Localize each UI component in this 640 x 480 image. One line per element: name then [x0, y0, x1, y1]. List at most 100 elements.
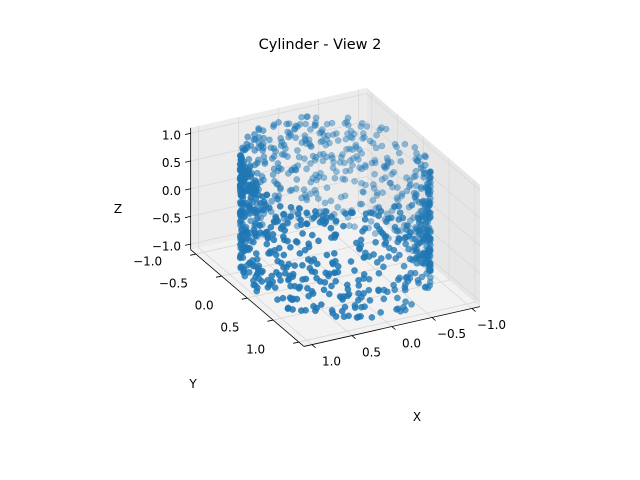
- scatter-point: [379, 189, 386, 196]
- scatter-point: [310, 214, 318, 221]
- scatter-point: [373, 222, 381, 230]
- scatter-point: [307, 142, 314, 150]
- scatter-point: [277, 277, 284, 284]
- scatter-point: [411, 193, 419, 201]
- scatter-point: [294, 147, 301, 154]
- scatter-point: [311, 122, 319, 129]
- scatter-point: [410, 173, 418, 181]
- scatter-point: [385, 244, 393, 252]
- scatter-point: [258, 278, 266, 285]
- scatter-point: [330, 250, 338, 257]
- scatter-point: [323, 136, 330, 143]
- scatter-point: [344, 114, 352, 122]
- scatter-point: [386, 179, 394, 187]
- y-tick-mark: [241, 297, 248, 300]
- scatter-point: [325, 290, 333, 298]
- scatter-point: [336, 159, 344, 166]
- scatter-point: [396, 209, 404, 216]
- z-tick-label: 0.0: [162, 184, 181, 198]
- scatter-point: [368, 314, 376, 321]
- scatter-point: [398, 190, 406, 198]
- scatter-point: [342, 135, 350, 143]
- scatter-point: [269, 171, 277, 178]
- scatter-point: [371, 170, 378, 178]
- scatter-point: [377, 255, 385, 262]
- y-tick-label: 1.0: [246, 343, 265, 357]
- scatter-point: [355, 289, 362, 297]
- z-tick-mark: [184, 216, 191, 219]
- scatter-point: [349, 146, 356, 153]
- scatter-point: [359, 135, 367, 142]
- z-tick-mark: [184, 243, 191, 246]
- y-tick-mark: [215, 275, 222, 278]
- scatter-point: [373, 131, 380, 139]
- scatter-point: [250, 136, 257, 143]
- scatter-point: [320, 150, 327, 158]
- scatter-point: [412, 168, 420, 175]
- scatter-point: [301, 191, 309, 199]
- scatter-point: [405, 245, 412, 253]
- scatter-point: [246, 245, 254, 252]
- scatter-point: [373, 189, 381, 196]
- scatter-point: [295, 205, 303, 212]
- scatter-point: [382, 125, 390, 133]
- scatter-point: [375, 269, 383, 277]
- scatter-point: [239, 144, 246, 152]
- scatter-point: [378, 176, 386, 183]
- scatter-point: [305, 240, 312, 247]
- scatter-point: [339, 151, 346, 158]
- x-tick-mark: [431, 317, 436, 321]
- scatter-point: [358, 165, 366, 173]
- scatter-point: [267, 144, 275, 151]
- scatter-point: [370, 181, 377, 188]
- scatter-point: [423, 243, 431, 251]
- scatter-point: [312, 171, 320, 179]
- scatter-point: [307, 178, 315, 186]
- x-tick-label: −0.5: [437, 327, 466, 341]
- scatter-point: [362, 210, 370, 217]
- scatter-point: [353, 314, 361, 321]
- scatter-point: [256, 221, 263, 229]
- scatter-point: [303, 209, 311, 217]
- scatter-point: [278, 151, 286, 158]
- scatter-point: [426, 174, 434, 182]
- scatter-point: [311, 156, 319, 164]
- scatter-point: [372, 144, 380, 152]
- scatter-point: [337, 154, 345, 161]
- scatter-point: [274, 160, 282, 167]
- scatter-point: [284, 237, 291, 245]
- gridline-y-floor: [298, 301, 475, 343]
- scatter-point: [346, 145, 353, 153]
- scatter-point: [346, 157, 354, 164]
- scatter-point: [388, 170, 396, 178]
- scatter-point: [356, 200, 364, 208]
- scatter-point: [266, 136, 273, 144]
- scatter-point: [275, 271, 283, 279]
- gridline-z-wall-y: [190, 93, 367, 134]
- scatter-point: [370, 184, 378, 192]
- scatter-point: [280, 251, 288, 259]
- x-tick-label: 0.0: [402, 336, 421, 350]
- scatter-point: [362, 163, 369, 171]
- tick-marks: [184, 132, 476, 349]
- scatter-point: [312, 153, 320, 161]
- scatter-point: [406, 177, 414, 184]
- scatter-point: [414, 277, 422, 284]
- tick-labels: −1.0 −0.5 0.0 0.5 1.0 −1.0 −0.5 0.0 0.5 1.0 −1.0 −0…: [133, 129, 506, 369]
- scatter-point: [308, 231, 316, 239]
- scatter-point: [301, 135, 309, 143]
- scatter-point: [329, 164, 337, 172]
- x-tick-label: −1.0: [477, 318, 506, 332]
- scatter-point: [395, 149, 403, 157]
- scatter-point: [308, 287, 316, 295]
- scatter-point: [358, 179, 365, 187]
- scatter-point: [301, 246, 309, 254]
- scatter-point: [346, 167, 354, 174]
- scatter-point: [302, 194, 310, 201]
- scatter-point: [239, 254, 247, 262]
- scatter-point: [394, 238, 402, 246]
- scatter-point: [421, 284, 429, 291]
- scatter-point: [351, 223, 358, 230]
- scatter-point: [402, 274, 410, 282]
